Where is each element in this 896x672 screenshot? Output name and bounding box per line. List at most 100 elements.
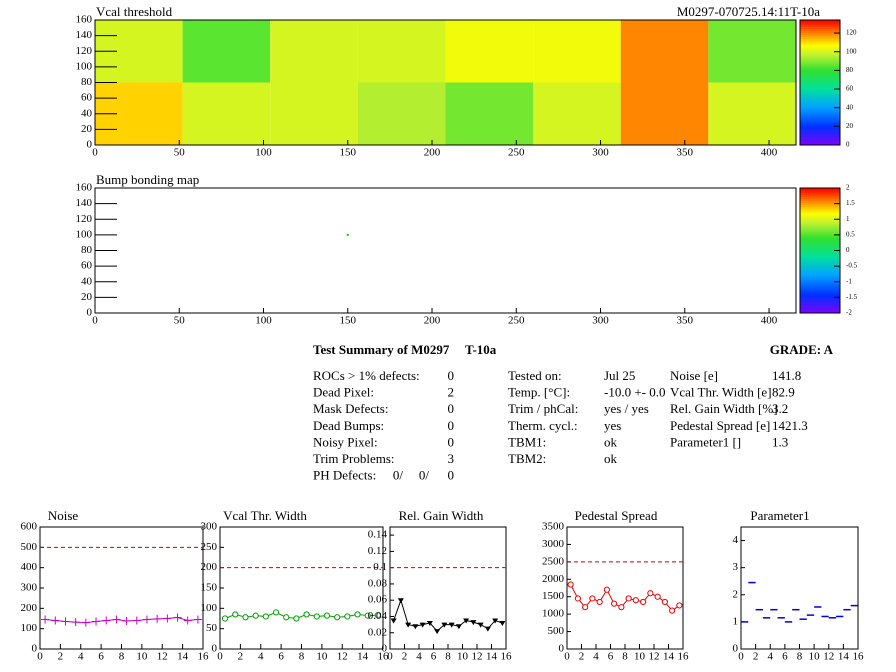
marker (499, 620, 506, 626)
marker (293, 615, 300, 622)
palette-band (800, 208, 840, 212)
y-tick-label: 160 (76, 182, 93, 194)
heatmap-cell (182, 82, 271, 145)
x-tick-label: 2 (238, 651, 244, 663)
palette-band (800, 221, 840, 224)
palette-band (800, 99, 840, 102)
z-tick-label: 80 (846, 66, 854, 74)
palette-band (800, 142, 840, 146)
palette-band (800, 26, 840, 29)
x-tick-label: 350 (677, 147, 694, 159)
palette-band (800, 210, 840, 214)
defect-value: 2 (448, 385, 455, 400)
palette-band (800, 240, 840, 243)
y-tick-label: 40 (81, 275, 93, 287)
palette-band (800, 275, 840, 279)
x-tick-label: 6 (98, 651, 104, 663)
palette-band (800, 231, 840, 235)
palette-band (800, 22, 840, 25)
result-value: 141.8 (772, 368, 801, 383)
x-tick-label: 16 (378, 651, 390, 663)
marker (272, 609, 280, 616)
palette-band (800, 49, 840, 52)
condition-label: TBM2: (508, 451, 546, 466)
condition-value: ok (604, 451, 618, 466)
palette-band (800, 38, 840, 42)
y-tick-label: 100 (21, 622, 38, 634)
marker (221, 615, 229, 622)
palette-band (800, 72, 840, 75)
marker (183, 616, 192, 625)
marker (153, 614, 162, 623)
palette-band (800, 248, 840, 251)
palette-band (800, 215, 840, 218)
marker (676, 602, 683, 609)
marker (477, 622, 484, 628)
palette-band (800, 84, 840, 88)
result-label: Noise [e] (670, 368, 718, 383)
palette-band (800, 267, 840, 270)
palette-band (800, 61, 840, 65)
x-tick-label: 2 (58, 651, 64, 663)
x-tick-label: 0 (564, 651, 570, 663)
z-tick-label: 0 (846, 246, 850, 254)
chart-title: Parameter1 (750, 508, 809, 523)
y-tick-label: 2500 (542, 555, 565, 567)
palette-band (800, 279, 840, 283)
palette-band (800, 132, 840, 136)
palette-frame (799, 19, 841, 146)
palette-band (800, 310, 840, 314)
y-tick-label: 120 (76, 213, 93, 225)
palette-band (800, 55, 840, 58)
palette-band (800, 80, 840, 83)
palette-band (800, 82, 840, 86)
y-tick-label: 500 (548, 625, 565, 637)
palette-band (800, 32, 840, 36)
marker (618, 604, 625, 611)
marker (625, 595, 632, 602)
marker (455, 624, 462, 630)
y-tick-label: 80 (81, 244, 93, 256)
palette-band (800, 45, 840, 48)
x-tick-label: 12 (337, 651, 348, 663)
palette-band (800, 36, 840, 40)
palette-band (800, 117, 840, 121)
x-tick-label: 16 (501, 651, 513, 663)
y-tick-label: 100 (201, 602, 218, 614)
chart-title: Vcal Thr. Width (223, 508, 307, 523)
palette-band (800, 204, 840, 208)
profile-line (45, 616, 198, 624)
x-tick-label: 0 (387, 651, 393, 663)
palette-band (800, 198, 840, 201)
palette-band (800, 130, 840, 133)
marker (640, 598, 647, 606)
marker (374, 612, 382, 619)
palette-band (800, 194, 840, 197)
x-tick-label: 16 (853, 651, 865, 663)
marker (173, 613, 182, 622)
palette-band (800, 223, 840, 226)
x-tick-label: 50 (174, 147, 186, 159)
plot-frame (740, 526, 859, 650)
palette-band (800, 74, 840, 77)
z-tick-label: 0 (846, 141, 850, 149)
heatmap-cell (620, 20, 709, 83)
palette-band (800, 252, 840, 256)
profile-line (570, 584, 680, 612)
palette-band (800, 229, 840, 233)
marker (661, 598, 668, 606)
x-tick-label: 150 (340, 147, 357, 159)
x-tick-label: 10 (316, 651, 328, 663)
palette-band (800, 90, 840, 94)
defect-label: Trim Problems: (313, 451, 395, 466)
palette-band (800, 300, 840, 304)
y-tick-label: 200 (21, 602, 38, 614)
plot-frame (39, 526, 204, 650)
x-tick-label: 2 (402, 651, 408, 663)
palette-band (800, 40, 840, 44)
y-tick-label: 0 (382, 643, 388, 655)
y-tick-label: 250 (201, 541, 218, 553)
z-tick-label: 1 (846, 215, 850, 223)
palette-band (800, 196, 840, 199)
palette-band (800, 302, 840, 306)
